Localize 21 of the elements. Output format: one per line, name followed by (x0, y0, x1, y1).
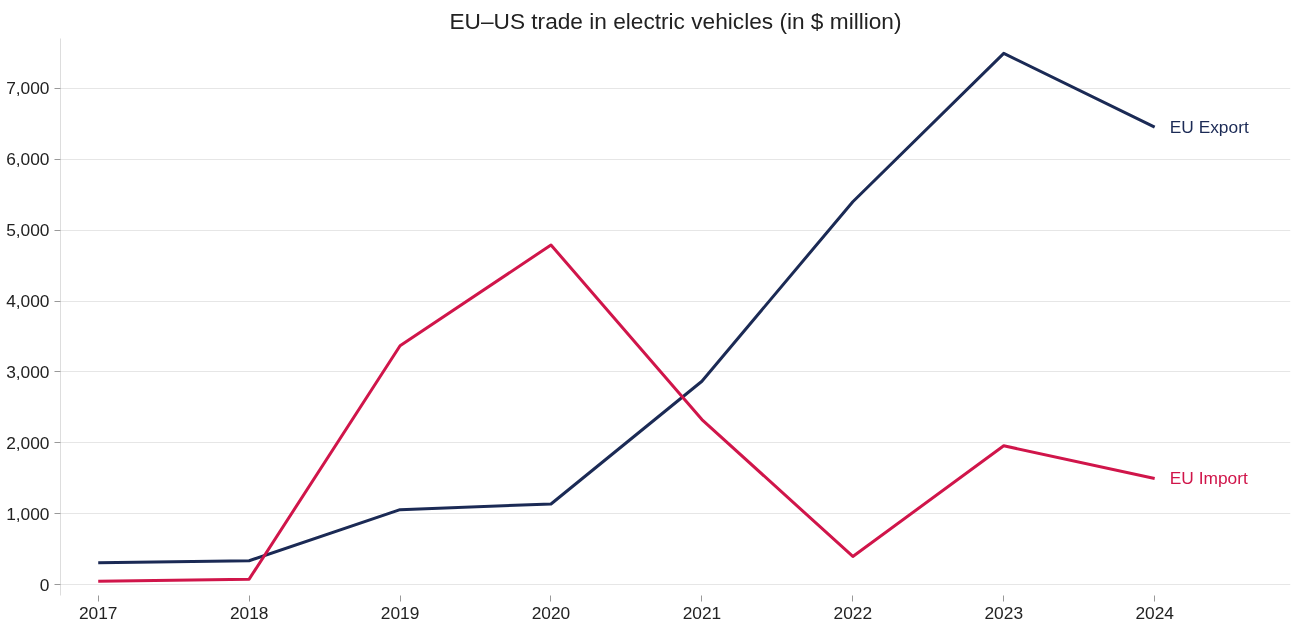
x-tick-label: 2019 (380, 602, 420, 623)
x-tick-label: 2021 (682, 602, 722, 623)
x-tick-label: 2017 (78, 602, 118, 623)
y-tick-label: 0 (39, 574, 50, 595)
y-tick-label: 7,000 (6, 78, 50, 99)
x-tick-label: 2018 (229, 602, 269, 623)
line-series (96, 51, 1157, 565)
y-tick-label: 6,000 (6, 149, 50, 170)
x-tick-label: 2023 (984, 602, 1024, 623)
y-tick-label: 4,000 (6, 291, 50, 312)
y-tick-label: 1,000 (6, 503, 50, 524)
line-series (96, 243, 1157, 583)
x-tick-label: 2024 (1135, 602, 1175, 623)
series-label: EU Import (1169, 468, 1248, 489)
x-tick-label: 2022 (833, 602, 873, 623)
chart-title: EU–US trade in electric vehicles (in $ million) (449, 7, 902, 34)
y-tick-label: 3,000 (6, 361, 50, 382)
x-tick-label: 2020 (531, 602, 571, 623)
series-label: EU Export (1169, 117, 1249, 138)
y-tick-label: 2,000 (6, 432, 50, 453)
y-tick-label: 5,000 (6, 220, 50, 241)
